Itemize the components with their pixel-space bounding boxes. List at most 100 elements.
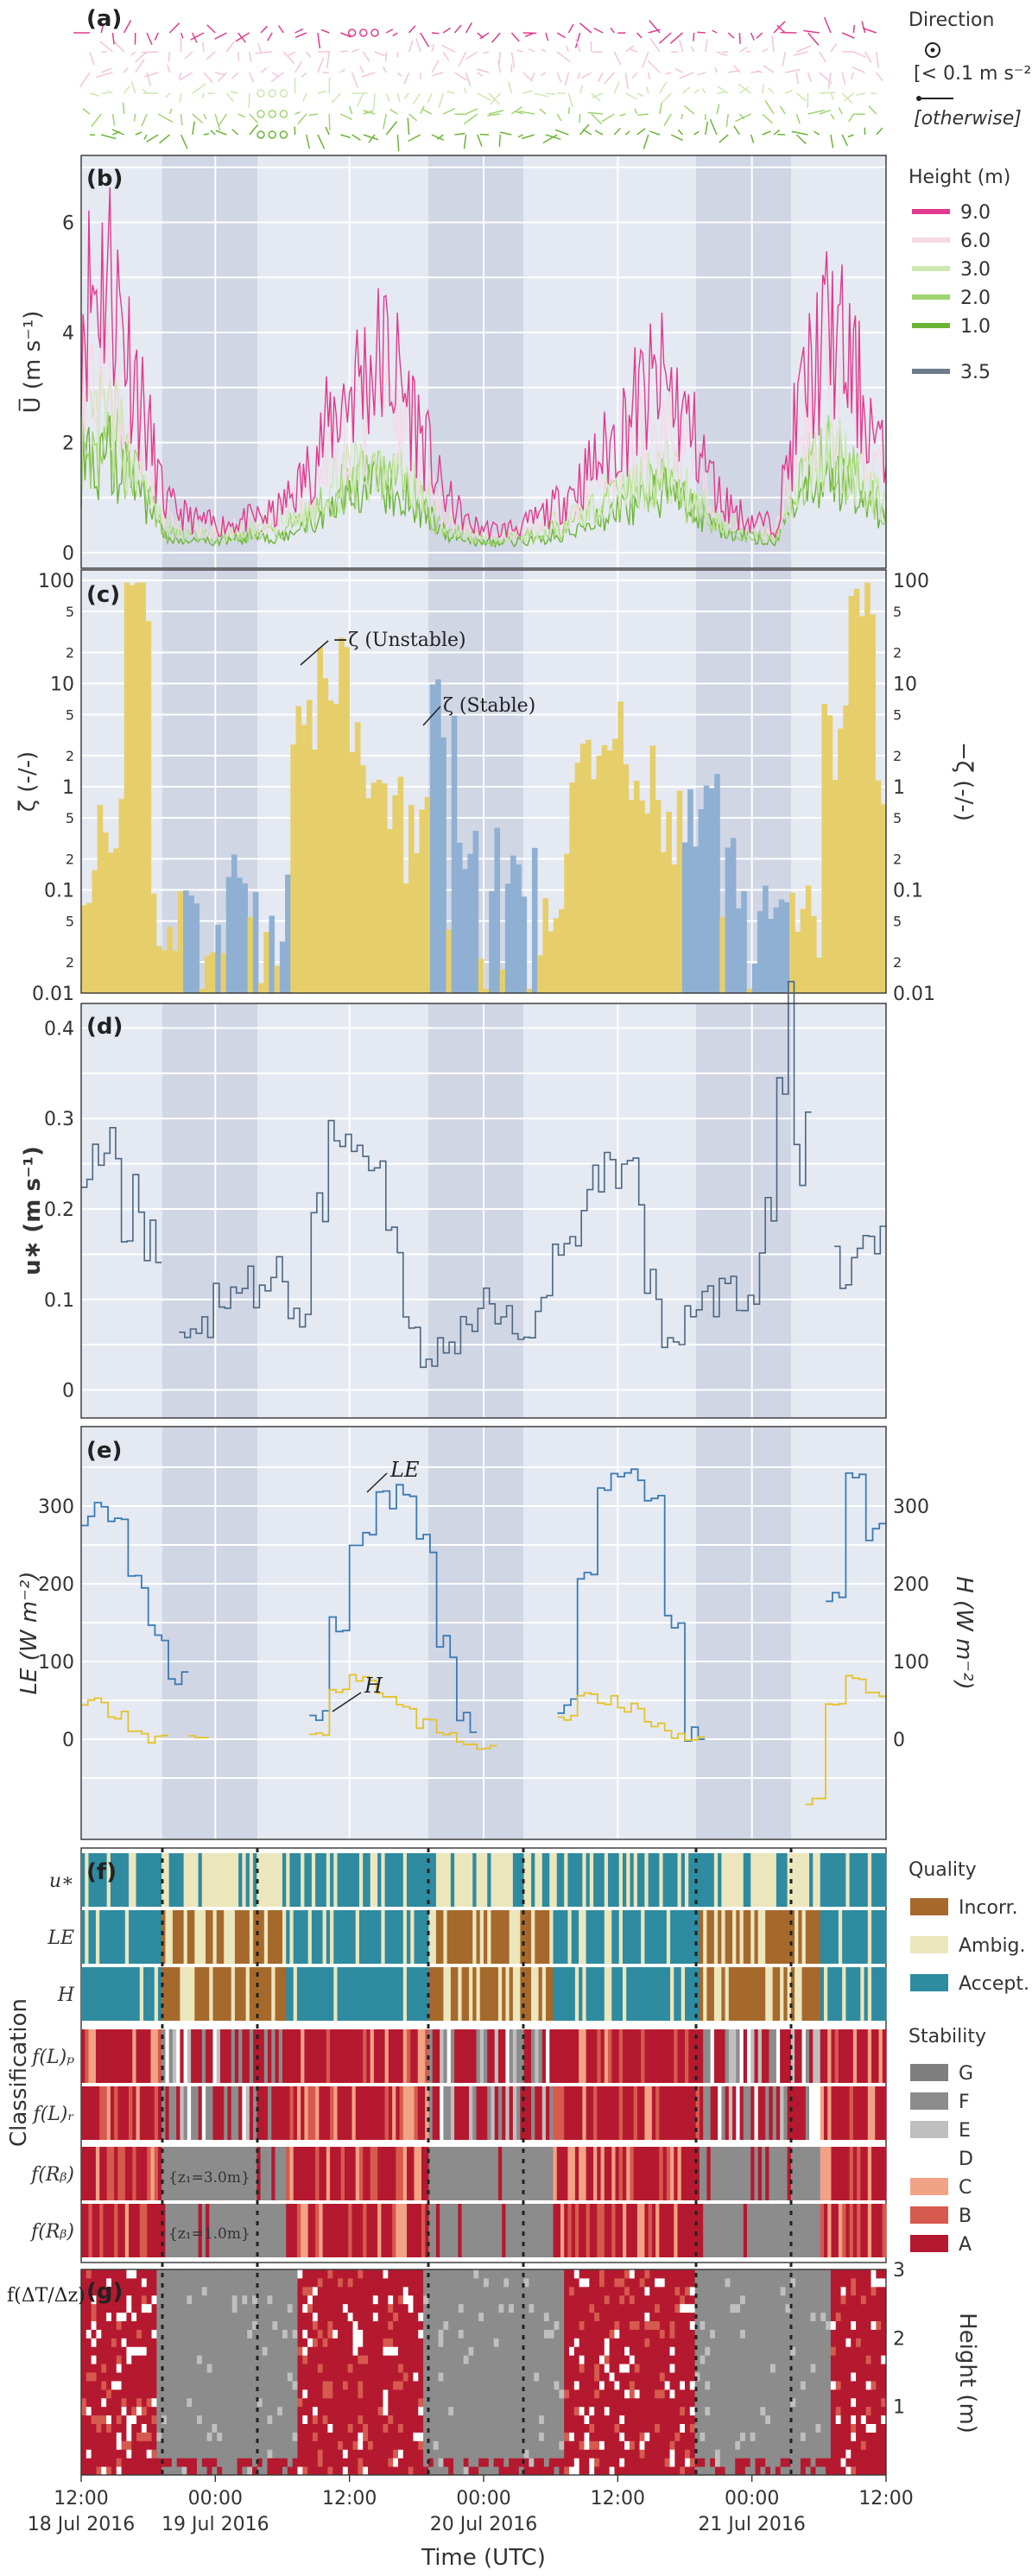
gradient-cell bbox=[448, 2355, 454, 2364]
classification-cell bbox=[761, 1910, 766, 1964]
gradient-cell bbox=[458, 2286, 465, 2296]
gradient-cell bbox=[427, 2277, 434, 2288]
classification-cell bbox=[311, 1910, 316, 1964]
classification-cell bbox=[421, 1967, 426, 2021]
direction-arrow bbox=[850, 72, 855, 80]
gradient-cell bbox=[529, 2466, 535, 2476]
gradient-cell bbox=[272, 2372, 278, 2382]
gradient-cell bbox=[167, 2415, 173, 2424]
y-minor-label-right: 5 bbox=[893, 706, 902, 723]
unstable-bar bbox=[397, 776, 404, 993]
classification-cell bbox=[256, 2029, 262, 2083]
gradient-cell bbox=[589, 2466, 595, 2476]
classification-cell bbox=[245, 2147, 250, 2200]
gradient-cell bbox=[338, 2364, 344, 2373]
classification-cell bbox=[180, 1853, 185, 1907]
gradient-cell bbox=[579, 2286, 585, 2296]
classification-cell bbox=[402, 1910, 408, 1964]
gradient-cell bbox=[509, 2389, 515, 2399]
gradient-cell bbox=[171, 2346, 178, 2356]
gradient-cell bbox=[458, 2380, 465, 2390]
classification-cell bbox=[622, 2029, 627, 2083]
gradient-cell bbox=[151, 2286, 157, 2296]
gradient-cell bbox=[509, 2320, 515, 2330]
stable-bar bbox=[730, 838, 737, 993]
gradient-cell bbox=[478, 2320, 484, 2330]
gradient-cell bbox=[126, 2320, 132, 2330]
gradient-cell bbox=[196, 2389, 203, 2399]
gradient-cell bbox=[559, 2338, 565, 2347]
gradient-cell bbox=[518, 2415, 525, 2424]
direction-arrow bbox=[488, 110, 504, 115]
gradient-cell bbox=[569, 2372, 575, 2382]
direction-arrow bbox=[363, 134, 379, 141]
gradient-cell bbox=[327, 2372, 333, 2382]
gradient-cell bbox=[438, 2269, 444, 2279]
gradient-cell bbox=[81, 2312, 87, 2321]
classification-cell bbox=[92, 1967, 97, 2021]
classification-cell bbox=[666, 1853, 671, 1907]
gradient-cell bbox=[85, 2466, 92, 2476]
classification-cell bbox=[531, 2029, 535, 2083]
gradient-cell bbox=[363, 2320, 369, 2330]
classification-cell bbox=[636, 1967, 642, 2021]
gradient-cell bbox=[327, 2440, 333, 2450]
gradient-cell bbox=[256, 2449, 263, 2459]
classification-cell bbox=[695, 2204, 700, 2257]
gradient-cell bbox=[453, 2380, 459, 2390]
classification-cell bbox=[713, 2204, 719, 2257]
gradient-cell bbox=[338, 2423, 344, 2433]
classification-cell bbox=[224, 2086, 228, 2140]
direction-arrow bbox=[697, 72, 706, 76]
classification-cell bbox=[531, 2147, 535, 2200]
classification-cell bbox=[845, 2086, 851, 2140]
classification-cell bbox=[692, 1853, 697, 1907]
gradient-cell bbox=[509, 2449, 515, 2459]
classification-cell bbox=[110, 2147, 115, 2200]
direction-arrow bbox=[218, 113, 228, 126]
gradient-cell bbox=[307, 2440, 313, 2450]
gradient-cell bbox=[509, 2364, 515, 2373]
gradient-cell bbox=[619, 2406, 625, 2416]
classification-cell bbox=[381, 2086, 386, 2140]
legend-label: Ambig. bbox=[959, 1935, 1026, 1957]
classification-cell bbox=[85, 1967, 89, 2021]
gradient-cell bbox=[372, 2269, 379, 2279]
classification-cell bbox=[99, 2204, 104, 2257]
classification-cell bbox=[201, 2086, 206, 2140]
panel-a: (a) Direction [< 0.1 m s⁻²] [otherwise] bbox=[73, 6, 1032, 154]
direction-arrow bbox=[477, 92, 491, 101]
gradient-cell bbox=[433, 2406, 440, 2416]
unstable-bar bbox=[832, 780, 839, 993]
classification-cell bbox=[757, 1910, 763, 1964]
gradient-cell bbox=[131, 2329, 137, 2339]
gradient-cell bbox=[488, 2294, 495, 2305]
classification-cell bbox=[139, 1910, 144, 1964]
gradient-cell bbox=[272, 2294, 278, 2305]
gradient-cell bbox=[554, 2432, 560, 2441]
gradient-cell bbox=[493, 2406, 499, 2416]
classification-cell bbox=[491, 2147, 496, 2200]
gradient-cell bbox=[534, 2380, 540, 2390]
classification-cell bbox=[227, 2147, 232, 2200]
gradient-cell bbox=[614, 2397, 620, 2408]
classification-cell bbox=[384, 1967, 389, 2021]
classification-cell bbox=[194, 2086, 199, 2140]
unstable-bar bbox=[612, 738, 618, 993]
gradient-cell bbox=[377, 2364, 383, 2373]
classification-cell bbox=[172, 2204, 177, 2257]
gradient-cell bbox=[256, 2346, 263, 2356]
gradient-cell bbox=[579, 2372, 585, 2382]
classification-cell bbox=[129, 2147, 133, 2200]
gradient-cell bbox=[397, 2277, 404, 2288]
classification-cell bbox=[245, 2204, 250, 2257]
gradient-cell bbox=[96, 2294, 102, 2305]
classification-cell bbox=[139, 1853, 144, 1907]
gradient-cell bbox=[262, 2389, 269, 2399]
classification-cell bbox=[633, 1967, 638, 2021]
gradient-cell bbox=[443, 2346, 449, 2356]
gradient-cell bbox=[201, 2286, 208, 2296]
classification-cell bbox=[509, 1853, 514, 1907]
gradient-cell bbox=[126, 2269, 132, 2279]
